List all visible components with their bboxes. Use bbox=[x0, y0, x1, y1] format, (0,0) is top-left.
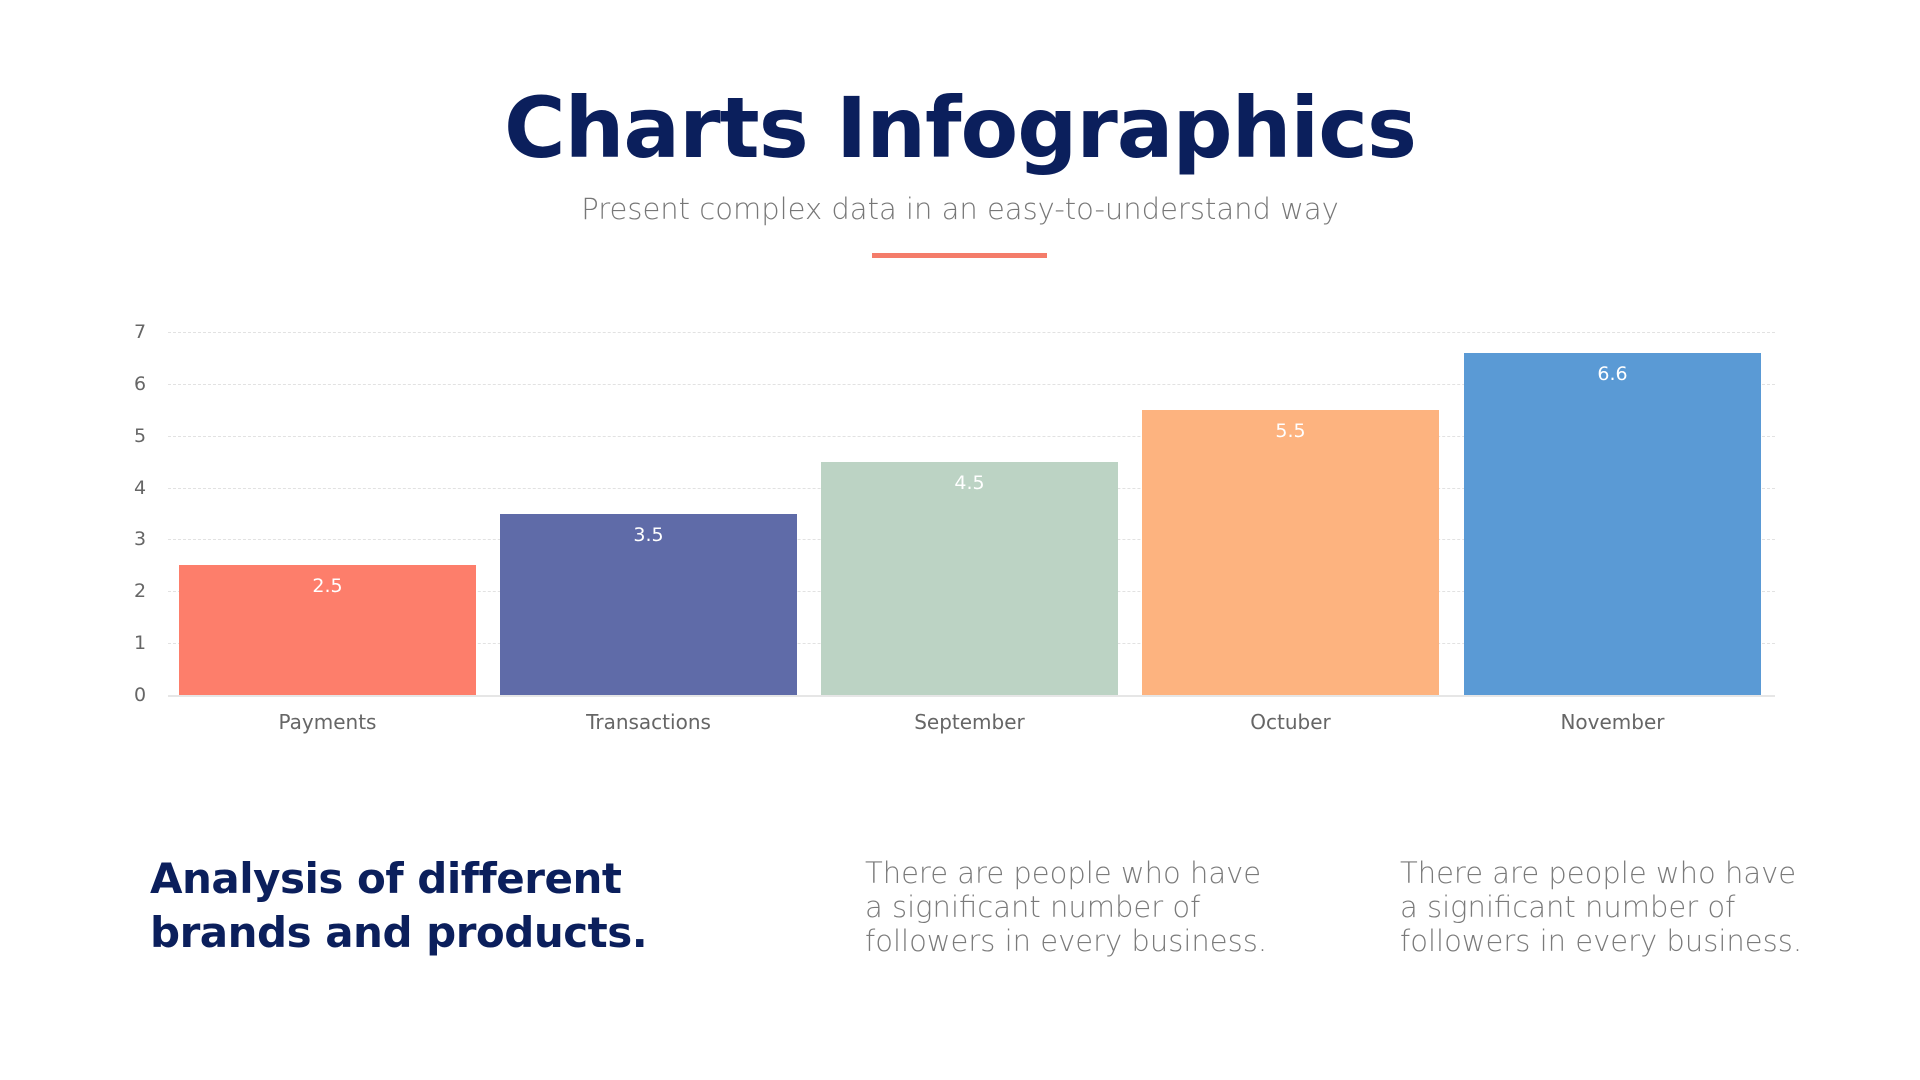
y-axis-tick-label: 5 bbox=[133, 424, 147, 447]
y-axis-tick-label: 2 bbox=[133, 580, 147, 603]
y-axis-tick-label: 3 bbox=[133, 528, 147, 551]
bar-value-label: 2.5 bbox=[312, 575, 343, 598]
description-text-1: There are people who have a significant … bbox=[865, 856, 1268, 958]
y-axis-tick-label: 1 bbox=[133, 632, 147, 655]
bar-transactions: 3.5 bbox=[500, 513, 797, 695]
bar-value-label: 3.5 bbox=[633, 523, 664, 546]
bar-octuber: 5.5 bbox=[1142, 409, 1439, 695]
x-axis-category-label: Payments bbox=[278, 710, 377, 734]
page-subtitle: Present complex data in an easy-to-under… bbox=[581, 192, 1339, 226]
y-axis-tick-label: 0 bbox=[133, 684, 147, 706]
accent-divider bbox=[872, 253, 1047, 258]
bar-value-label: 5.5 bbox=[1275, 419, 1306, 442]
bar-value-label: 4.5 bbox=[954, 471, 985, 494]
x-axis-category-label: Transactions bbox=[586, 710, 711, 734]
section-heading: Analysis of different brands and product… bbox=[150, 854, 648, 957]
x-axis-category-label: Octuber bbox=[1250, 710, 1331, 734]
bar-september: 4.5 bbox=[821, 461, 1118, 695]
bar-value-label: 6.6 bbox=[1597, 362, 1628, 385]
bar-november: 6.6 bbox=[1464, 352, 1761, 695]
x-axis-category-label: November bbox=[1560, 710, 1665, 734]
gridline bbox=[168, 383, 1775, 385]
x-axis-category-label: September bbox=[914, 710, 1025, 734]
description-text-2: There are people who have a significant … bbox=[1400, 856, 1803, 958]
gridline bbox=[168, 332, 1775, 333]
bar-payments: 2.5 bbox=[179, 565, 476, 695]
y-axis-tick-label: 6 bbox=[133, 372, 147, 395]
gridline bbox=[168, 695, 1775, 697]
bar-chart: 0 1 2 3 4 5 6 7 2.5 Payments 3.5 Transactions 4.5 Se… bbox=[133, 321, 1775, 734]
y-axis-tick-label: 4 bbox=[133, 476, 147, 499]
page-title: Charts Infographics bbox=[503, 79, 1417, 177]
gridline bbox=[168, 435, 1775, 437]
y-axis-tick-label: 7 bbox=[133, 321, 147, 343]
